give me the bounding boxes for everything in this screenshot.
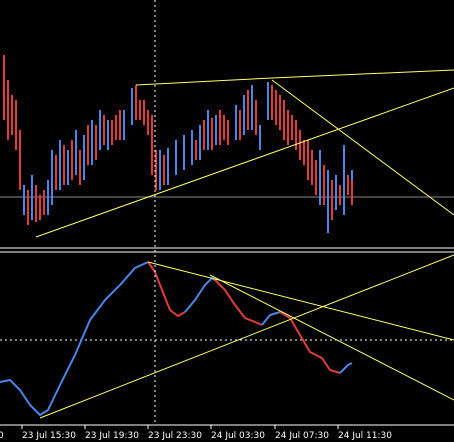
axis-label: 24 Jul 07:30 <box>275 431 329 441</box>
trend-line <box>35 87 454 238</box>
trend-lines <box>35 69 454 238</box>
time-axis: 0 23 Jul 15:30 23 Jul 19:30 23 Jul 23:30… <box>0 425 392 441</box>
indicator-up <box>339 362 353 374</box>
trend-line <box>271 79 454 216</box>
trend-lines <box>39 254 454 419</box>
trend-line <box>271 69 454 79</box>
axis-label: 24 Jul 11:30 <box>338 431 392 441</box>
indicator-down <box>279 311 341 374</box>
axis-label: 23 Jul 19:30 <box>85 431 139 441</box>
trend-line <box>147 261 454 341</box>
axis-label: 24 Jul 03:30 <box>211 431 265 441</box>
indicator-down <box>214 279 263 326</box>
trend-line <box>135 77 273 86</box>
indicator-down <box>147 261 186 318</box>
indicator-up <box>0 261 149 417</box>
axis-label: 23 Jul 23:30 <box>148 431 202 441</box>
price-panel <box>0 55 454 238</box>
indicator-panel <box>0 254 454 419</box>
indicator-up <box>261 311 281 326</box>
axis-label: 0 <box>0 431 4 441</box>
down-candles <box>3 55 353 225</box>
up-candles <box>23 82 353 233</box>
axis-label: 23 Jul 15:30 <box>22 431 76 441</box>
trend-line <box>39 254 454 419</box>
trend-line <box>209 274 454 401</box>
